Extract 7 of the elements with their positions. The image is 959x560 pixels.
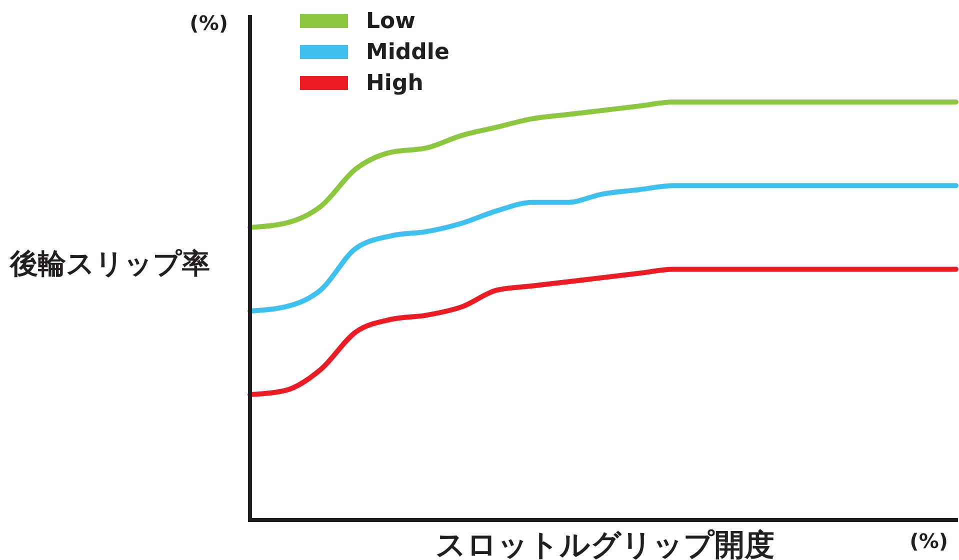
legend-label: High <box>366 71 424 96</box>
legend-label: Middle <box>366 40 450 65</box>
y-axis-title: 後輪スリップ率 <box>9 247 210 280</box>
text: (%) <box>910 529 948 553</box>
legend-label: Low <box>366 9 416 34</box>
text: (%) <box>190 11 228 35</box>
x-axis-title: スロットルグリップ開度 <box>436 528 774 560</box>
